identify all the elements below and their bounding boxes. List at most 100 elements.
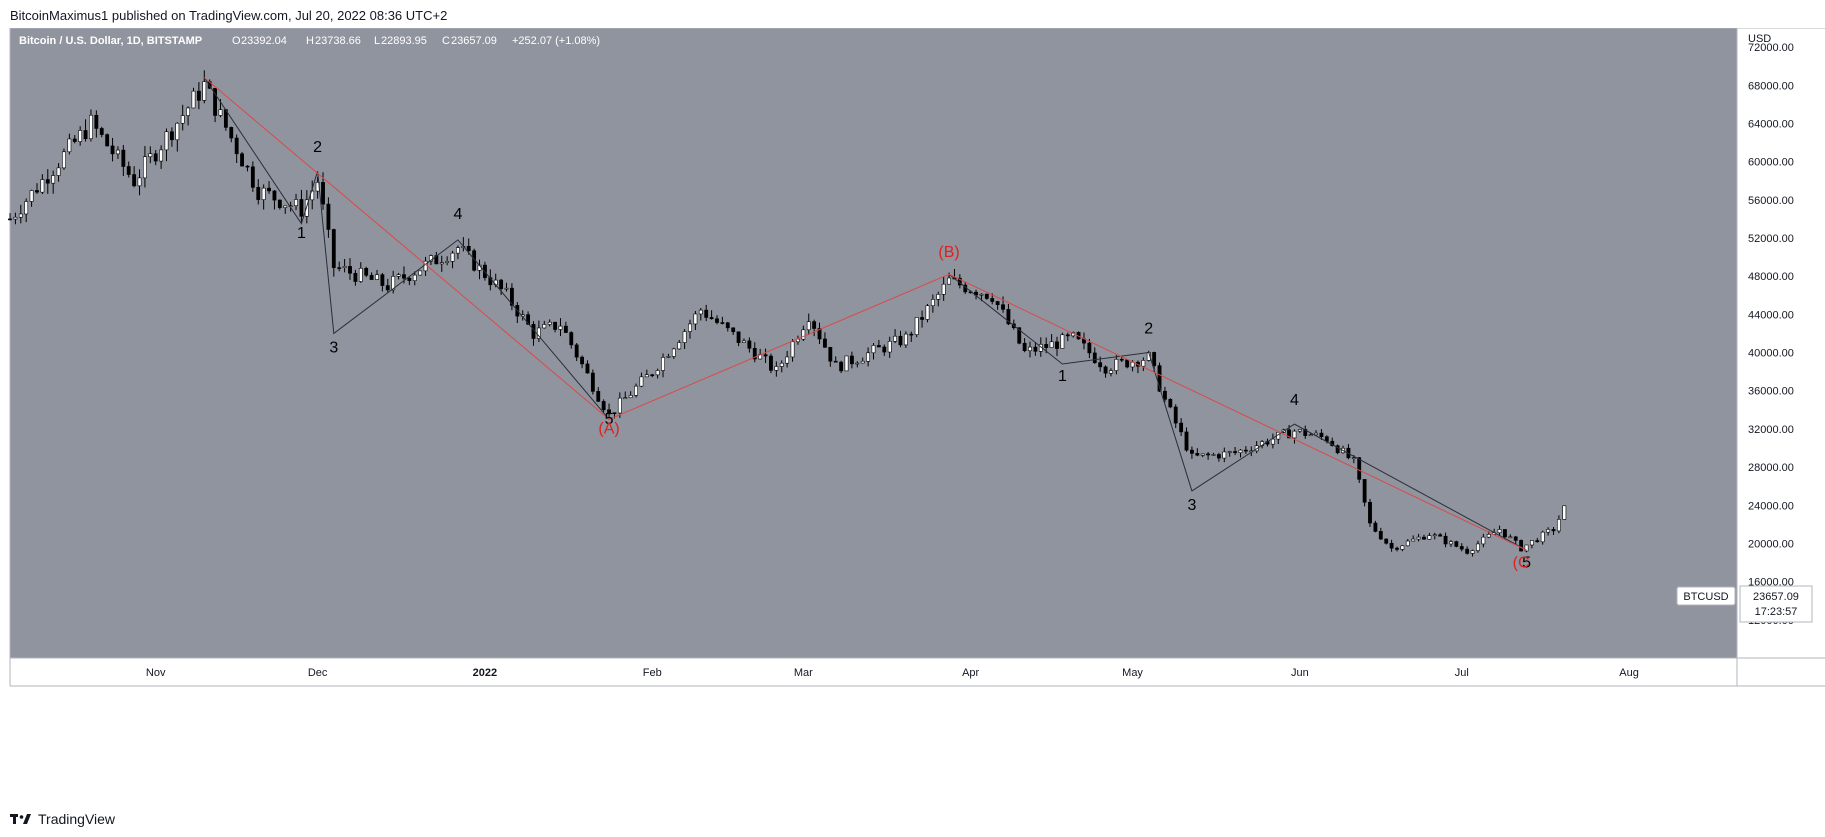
candle-body bbox=[143, 156, 147, 179]
symbol-tag: BTCUSD bbox=[1676, 586, 1736, 606]
candle-body bbox=[671, 348, 676, 357]
candle-body bbox=[1351, 457, 1356, 459]
candle-body bbox=[385, 285, 390, 291]
candle-body bbox=[644, 374, 649, 378]
candle-body bbox=[148, 153, 153, 158]
candle-body bbox=[456, 247, 460, 254]
candle-body bbox=[466, 246, 471, 252]
candle-body bbox=[180, 115, 185, 124]
candle-body bbox=[137, 177, 142, 187]
candle-body bbox=[1562, 505, 1567, 520]
candle-body bbox=[353, 272, 358, 282]
candle-body bbox=[1098, 362, 1103, 368]
candle-body bbox=[882, 346, 887, 353]
candle-body bbox=[887, 341, 892, 353]
candle-body bbox=[536, 327, 541, 339]
candle-body bbox=[736, 331, 741, 343]
candle-body bbox=[898, 335, 903, 346]
time-tick-label: Dec bbox=[308, 667, 328, 679]
candle-body bbox=[56, 167, 61, 176]
candle-body bbox=[844, 355, 849, 372]
candle-body bbox=[321, 182, 325, 205]
candle-body bbox=[903, 333, 908, 346]
candle-body bbox=[72, 138, 77, 142]
candle-body bbox=[418, 270, 423, 276]
legend-change: +252.07 (+1.08%) bbox=[512, 35, 600, 47]
candle-body bbox=[35, 190, 39, 193]
candle-body bbox=[1470, 550, 1475, 554]
candle-body bbox=[920, 317, 924, 320]
candle-body bbox=[1481, 536, 1486, 545]
legend-low-label: L bbox=[374, 35, 380, 47]
candle-body bbox=[1292, 430, 1297, 439]
tradingview-logo-icon[interactable] bbox=[10, 812, 32, 826]
footer-brand[interactable]: TradingView bbox=[38, 811, 116, 827]
candle-body bbox=[439, 262, 444, 265]
candle-body bbox=[304, 199, 309, 217]
candle-body bbox=[110, 145, 115, 155]
candle-body bbox=[1109, 370, 1113, 374]
candle-body bbox=[29, 190, 34, 202]
wave-minor-label: 5 bbox=[1522, 554, 1531, 571]
candle-body bbox=[509, 287, 514, 306]
candle-body bbox=[1465, 548, 1470, 554]
candle-body bbox=[1476, 543, 1480, 551]
candle-body bbox=[1422, 536, 1426, 540]
price-tick-label: 40000.00 bbox=[1748, 348, 1794, 360]
candle-body bbox=[234, 137, 239, 155]
candle-body bbox=[876, 345, 881, 348]
time-tick-label: 2022 bbox=[473, 667, 497, 679]
candle-body bbox=[823, 338, 827, 348]
candle-body bbox=[1459, 546, 1464, 550]
candle-body bbox=[1103, 366, 1108, 374]
candle-body bbox=[1022, 342, 1027, 352]
candle-body bbox=[132, 174, 137, 187]
candle-body bbox=[202, 81, 207, 101]
candle-body bbox=[1551, 529, 1556, 532]
candle-body bbox=[229, 127, 234, 139]
candle-body bbox=[364, 268, 369, 276]
candle-body bbox=[617, 397, 622, 414]
candle-body bbox=[553, 321, 558, 330]
candle-body bbox=[331, 229, 336, 268]
candle-body bbox=[1044, 344, 1049, 348]
candle-body bbox=[720, 322, 725, 324]
candle-body bbox=[1454, 541, 1459, 547]
candle-body bbox=[709, 317, 714, 320]
candle-body bbox=[1535, 540, 1540, 543]
candle-body bbox=[1233, 451, 1238, 454]
candle-body bbox=[650, 374, 655, 377]
candle-body bbox=[704, 309, 709, 318]
wave-minor-label: 5 bbox=[605, 411, 614, 428]
candle-body bbox=[1400, 545, 1405, 550]
candle-body bbox=[801, 329, 806, 340]
candle-body bbox=[855, 362, 860, 365]
candle-body bbox=[742, 340, 746, 343]
candle-body bbox=[833, 360, 838, 363]
candle-body bbox=[725, 322, 730, 329]
time-tick-label: Feb bbox=[643, 667, 662, 679]
candle-body bbox=[83, 130, 88, 140]
candle-body bbox=[1503, 529, 1507, 538]
candle-body bbox=[1314, 432, 1318, 436]
published-by-line: BitcoinMaximus1 published on TradingView… bbox=[10, 8, 448, 23]
candle-body bbox=[995, 301, 1000, 305]
candle-body bbox=[358, 268, 363, 282]
candle-body bbox=[89, 114, 93, 140]
candle-body bbox=[261, 187, 266, 200]
candle-body bbox=[585, 363, 590, 374]
candle-body bbox=[1001, 304, 1005, 310]
candle-body bbox=[607, 409, 611, 413]
candle-body bbox=[1006, 309, 1011, 325]
price-chart[interactable]: 1 2 3 4 5 1 2 3 4 5 (A) (B) (C 72000.00 68000.00 64000… bbox=[0, 28, 1825, 798]
candle-body bbox=[1028, 346, 1032, 352]
candle-body bbox=[1416, 536, 1421, 540]
price-tick-label: 24000.00 bbox=[1748, 500, 1794, 512]
candle-body bbox=[655, 370, 660, 376]
candle-body bbox=[574, 344, 579, 358]
candle-body bbox=[99, 128, 104, 135]
candle-body bbox=[1546, 529, 1551, 533]
price-tick-label: 64000.00 bbox=[1748, 118, 1794, 130]
